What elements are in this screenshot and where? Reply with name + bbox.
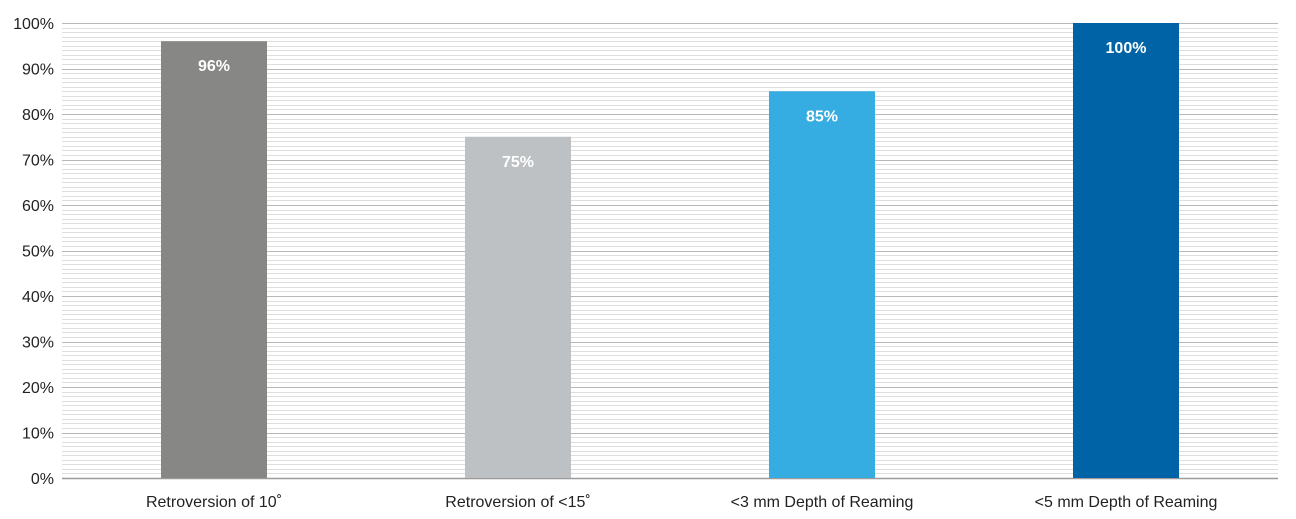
x-category-label: <3 mm Depth of Reaming (731, 494, 914, 511)
y-tick-label: 90% (22, 62, 54, 79)
x-category-label: Retroversion of 10˚ (146, 494, 282, 511)
bar (465, 136, 571, 478)
x-category-label: <5 mm Depth of Reaming (1035, 494, 1218, 511)
bar-value-label: 96% (198, 58, 230, 75)
y-axis-ticks: 0% 10% 20% 30% 40% 50% 60% 70% 80% 90% 100% (13, 16, 54, 488)
bars: 96% 75% 85% 100% (161, 23, 1179, 478)
y-tick-label: 70% (22, 153, 54, 170)
y-tick-label: 80% (22, 107, 54, 124)
bar (161, 41, 267, 478)
y-tick-label: 60% (22, 198, 54, 215)
y-tick-label: 10% (22, 426, 54, 443)
x-axis-labels: Retroversion of 10˚ Retroversion of <15˚ <… (146, 494, 1217, 511)
bar (769, 91, 875, 478)
bar-value-label: 75% (502, 154, 534, 171)
y-tick-label: 20% (22, 380, 54, 397)
y-tick-label: 40% (22, 289, 54, 306)
bar (1073, 23, 1179, 478)
bar-value-label: 85% (806, 108, 838, 125)
x-category-label: Retroversion of <15˚ (445, 494, 590, 511)
y-tick-label: 30% (22, 335, 54, 352)
y-tick-label: 50% (22, 244, 54, 261)
bar-value-label: 100% (1106, 40, 1147, 57)
y-tick-label: 100% (13, 16, 54, 33)
y-tick-label: 0% (31, 471, 54, 488)
